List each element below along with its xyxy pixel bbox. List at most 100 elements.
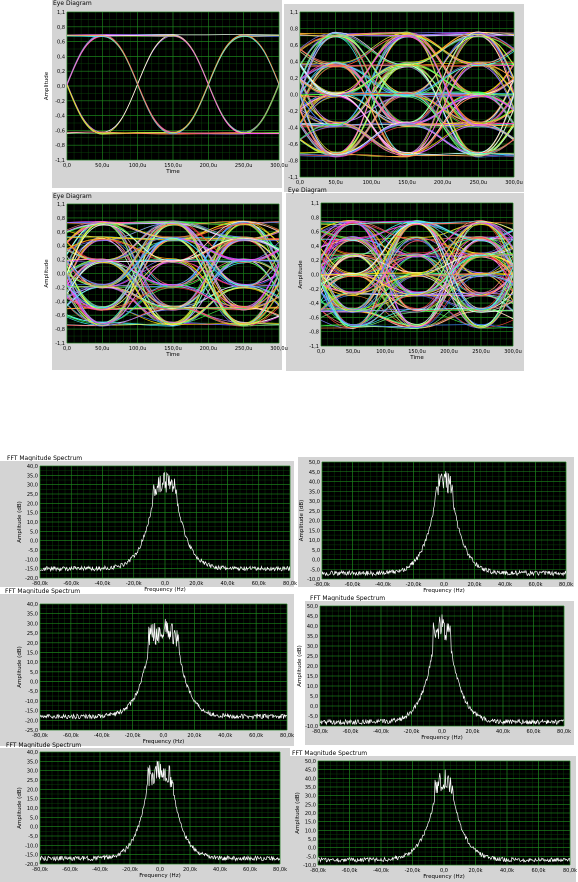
fft-plot-2-ytick-label: -10,0 [307,577,320,583]
eye-plot-3-trace [67,255,279,317]
eye-plot-1: 0,0 50,0u 100,0u 150,0u 200,0u 250,0u 300,0u 1,… [44,10,288,175]
eye-plot-3-xtick-label: 300,0u [270,346,287,352]
eye-plot-2-trace [300,92,514,154]
fft-plot-1-ytick-label: 20,0 [27,501,38,507]
eye-plot-1-ytick-label: -0,6 [55,128,65,134]
eye-plot-2-ytick-label: -0,6 [288,142,298,148]
eye-plot-1-xtick-label: 50,0u [95,163,109,169]
eye-plot-2-ytick-label: 0,6 [290,43,298,49]
fft-plot-4-ytick-label: 25,0 [307,654,318,660]
fft-plot-2-ytick-label: 10,0 [309,538,320,544]
eye-plot-3-trace [67,223,279,252]
fft-plot-4-ytick-label: 45,0 [307,614,318,620]
eye-plot-2-trace [300,63,514,127]
fft-plot-6-xtick-label: -20,0k [405,868,421,874]
fft-plot-2-xtick-label: 20,0k [467,582,481,588]
eye-plot-4-ytick-label: 0,8 [311,215,319,221]
eye-plot-4-ytick-label: 0,0 [311,273,319,279]
eye-plot-3-xtick-label: 200,0u [200,346,217,352]
fft-plot-5-xtick-label: -80,0k [32,867,48,873]
eye-plot-2-trace [300,76,514,156]
fft-plot-2: -80,0k -60,0k -40,0k -20,0k 0,0 20,0k 40,0k 60,… [299,460,573,594]
fft-plot-1-ytick-label: 15,0 [27,511,38,517]
eye-plot-2-ytick-label: 0,2 [290,76,298,82]
eye-plot-3-trace [67,223,279,325]
eye-plot-1-ytick-label: 1,1 [57,10,65,16]
eye-plot-4-xlabel: Time [409,355,424,361]
eye-plot-1-ytick-label: -0,2 [55,99,65,105]
fft-plot-4-ytick-label: -10,0 [305,724,318,730]
eye-plot-3-ytick-label: 0,0 [57,272,65,278]
fft-plot-6-xlabel: Frequency (Hz) [423,874,464,880]
fft-plot-5-spectrum-line [40,760,280,862]
fft-plot-1-spectrum-line [40,471,290,573]
fft-plot-3-xtick-label: -40,0k [94,733,110,739]
fft-plot-3-ytick-label: -10,0 [25,699,38,705]
fft-title-6: FFT Magnitude Spectrum [292,750,368,757]
eye-plot-3-trace [67,231,279,310]
eye-plot-2-ytick-label: 1,1 [290,10,298,16]
eye-plot-2-trace [300,78,514,158]
eye-plot-2-trace [300,32,514,94]
fft-plot-5-xtick-label: -20,0k [122,867,138,873]
eye-plot-3-xtick-label: 100,0u [129,346,146,352]
fft-plot-5-xlabel: Frequency (Hz) [139,873,180,879]
eye-title-1: Eye Diagram [53,0,92,7]
fft-plot-5-xtick-label: 20,0k [183,867,197,873]
eye-plot-4-trace [321,239,513,327]
eye-plot-2-trace [300,34,514,126]
eye-plot-2: 0,0 50,0u 100,0u 150,0u 200,0u 250,0u 300,0u 1,… [288,10,523,186]
eye-plot-2-trace [300,65,514,156]
fft-plot-6-ytick-label: 25,0 [305,802,316,808]
fft-plot-5-xtick-label: 0,0 [156,867,164,873]
fft-plot-2-xlabel: Frequency (Hz) [423,588,464,594]
eye-plot-3-trace [67,222,279,299]
eye-plot-2-trace [300,31,514,156]
eye-plot-1-xtick-label: 250,0u [235,163,252,169]
fft-plot-5-ytick-label: -10,0 [25,843,38,849]
fft-title-1: FFT Magnitude Spectrum [7,455,83,462]
fft-plot-1-xtick-label: -60,0k [63,581,79,587]
eye-plot-2-ytick-label: 0,0 [290,93,298,99]
fft-plot-1-ytick-label: 30,0 [27,483,38,489]
fft-plot-5-ytick-label: 15,0 [27,797,38,803]
fft-plot-2-ytick-label: 0,0 [312,558,320,564]
fft-plot-1: -80,0k -60,0k -40,0k -20,0k 0,0 20,0k 40,0k 60,… [17,464,297,593]
fft-plot-5-ytick-label: -5,0 [28,834,38,840]
eye-plot-1-traces [67,34,279,135]
fft-plot-4-ytick-label: 35,0 [307,634,318,640]
fft-plot-3-ytick-label: 35,0 [27,612,38,618]
eye-plot-2-ytick-label: -0,4 [288,126,298,132]
fft-plot-5-xtick-label: 80,0k [273,867,287,873]
fft-plot-5-xtick-label: 60,0k [243,867,257,873]
fft-plot-6-ylabel: Amplitude (dB) [295,792,301,834]
fft-plot-5-xtick-label: -40,0k [92,867,108,873]
eye-plot-2-traces [300,31,514,158]
fft-plot-2-ytick-label: 40,0 [309,480,320,486]
fft-plot-5-ylabel: Amplitude (dB) [17,787,23,829]
fft-plot-5-ytick-label: 10,0 [27,806,38,812]
fft-plot-1-xlabel: Frequency (Hz) [144,587,185,593]
eye-plot-2-xtick-label: 300,0u [505,180,522,186]
fft-plot-1-ytick-label: -20,0 [25,576,38,582]
eye-plot-3-ytick-label: -1,1 [55,341,65,347]
fft-plot-6-ytick-label: -5,0 [306,854,316,860]
fft-plot-6-xtick-label: 60,0k [531,868,545,874]
fft-plot-1-ytick-label: -10,0 [25,557,38,563]
eye-plot-3-traces [67,220,279,327]
fft-plot-3-ytick-label: 30,0 [27,621,38,627]
fft-plot-1-ylabel: Amplitude (dB) [17,501,23,543]
fft-plot-4-ylabel: Amplitude (dB) [297,645,303,687]
eye-plot-4-xtick-label: 200,0u [440,349,457,355]
fft-plot-2-ytick-label: 45,0 [309,470,320,476]
eye-plot-4-ytick-label: 0,6 [311,230,319,236]
eye-plot-2-xtick-label: 200,0u [434,180,451,186]
eye-plot-3: 0,0 50,0u 100,0u 150,0u 200,0u 250,0u 300,0u 1,… [44,202,288,358]
fft-plot-2-ytick-label: -5,0 [310,567,320,573]
fft-plot-2-ylabel: Amplitude (dB) [299,500,305,542]
eye-plot-3-trace [67,249,279,307]
fft-plot-1-xtick-label: 40,0k [220,581,234,587]
fft-plot-6-ytick-label: 20,0 [305,811,316,817]
fft-plot-6-ytick-label: 0,0 [308,846,316,852]
